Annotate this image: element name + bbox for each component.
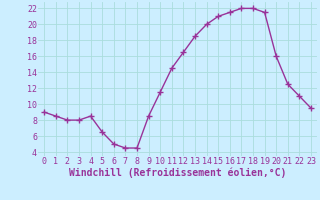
X-axis label: Windchill (Refroidissement éolien,°C): Windchill (Refroidissement éolien,°C) [69, 168, 286, 178]
